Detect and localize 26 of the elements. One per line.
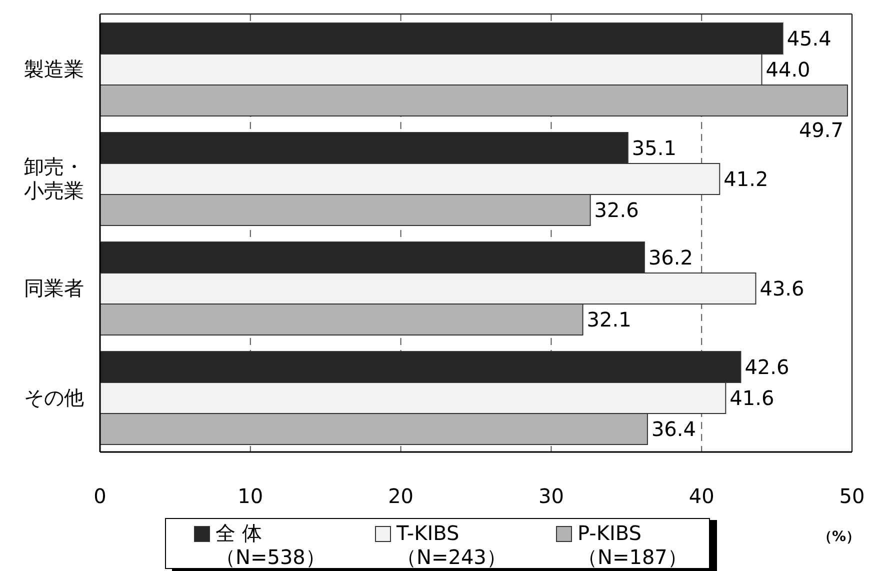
data-label: 44.0 [766, 58, 810, 82]
x-axis-title: （%） [818, 528, 860, 546]
data-label: 49.7 [798, 118, 844, 142]
data-label: 36.2 [648, 246, 693, 270]
data-label: 36.4 [651, 417, 696, 441]
data-label: 43.6 [760, 276, 804, 300]
data-label: 35.1 [632, 136, 676, 160]
data-label: 42.6 [744, 355, 790, 379]
x-tick-label: 50 [839, 484, 865, 508]
legend-label: 全 体（N=538） [216, 521, 326, 569]
data-label: 45.4 [786, 26, 832, 50]
x-tick-label: 20 [388, 484, 414, 508]
legend-label: P-KIBS（N=187） [578, 521, 688, 569]
x-tick-label: 30 [538, 484, 564, 508]
data-label: 32.1 [586, 308, 632, 332]
x-tick-label: 40 [688, 484, 714, 508]
y-tick-label: 製造業 [24, 56, 84, 81]
data-label: 32.6 [594, 198, 639, 222]
legend-label: T-KIBS（N=243） [396, 521, 506, 569]
x-tick-label: 0 [94, 484, 106, 508]
y-tick-label: その他 [24, 385, 84, 410]
x-tick-label: 10 [238, 484, 264, 508]
data-label: 41.2 [724, 167, 768, 191]
data-label: 41.6 [730, 386, 774, 410]
y-tick-label: 同業者 [24, 276, 84, 300]
y-tick-label: 卸売・小売業 [24, 154, 84, 202]
